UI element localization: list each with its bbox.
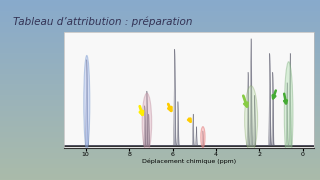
- Text: Tableau d’attribution : préparation: Tableau d’attribution : préparation: [13, 16, 192, 27]
- Ellipse shape: [244, 86, 258, 153]
- Ellipse shape: [284, 62, 293, 167]
- X-axis label: Déplacement chimique (ppm): Déplacement chimique (ppm): [142, 158, 236, 164]
- Ellipse shape: [201, 127, 205, 148]
- Ellipse shape: [142, 93, 152, 152]
- Ellipse shape: [84, 55, 90, 150]
